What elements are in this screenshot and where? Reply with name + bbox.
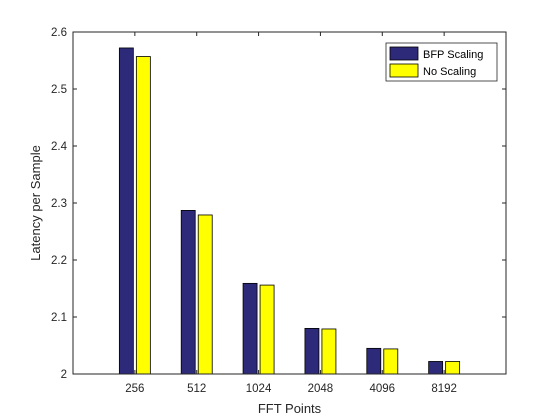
bar-no-scaling-4096: [383, 348, 399, 375]
x-tick-label: 8192: [431, 383, 457, 395]
y-tick-label: 2.6: [51, 27, 67, 39]
x-axis: 256 512 1024 2048 4096 8192: [125, 32, 457, 395]
bar-bfp-scaling-2048: [304, 327, 320, 375]
bar-bfp-scaling-512: [180, 210, 196, 375]
legend-label-bfp-scaling: BFP Scaling: [423, 49, 483, 61]
bar-no-scaling-1024: [259, 284, 275, 375]
y-tick-label: 2.3: [51, 198, 67, 210]
y-tick-label: 2.2: [51, 255, 67, 267]
x-tick-label: 1024: [246, 383, 272, 395]
legend-swatch-bfp-scaling: [389, 46, 419, 61]
bar-no-scaling-256: [135, 56, 151, 375]
x-tick-label: 256: [125, 383, 144, 395]
bar-bfp-scaling-4096: [366, 347, 382, 375]
y-tick-label: 2.5: [51, 84, 67, 96]
bars-group: [118, 47, 461, 375]
x-axis-label: FFT Points: [258, 401, 322, 416]
y-axis: 2 2.1 2.2 2.3 2.4 2.5 2.6: [51, 27, 506, 381]
y-tick-label: 2: [61, 369, 67, 381]
bar-bfp-scaling-8192: [428, 361, 444, 375]
y-tick-label: 2.1: [51, 312, 67, 324]
bar-bfp-scaling-256: [118, 47, 134, 375]
bar-bfp-scaling-1024: [242, 282, 258, 375]
x-tick-label: 512: [187, 383, 206, 395]
y-axis-label: Latency per Sample: [28, 145, 43, 261]
bar-no-scaling-8192: [445, 361, 461, 375]
x-tick-label: 4096: [369, 383, 395, 395]
y-tick-label: 2.4: [51, 141, 68, 153]
bar-no-scaling-512: [197, 214, 213, 375]
legend-swatch-no-scaling: [389, 63, 419, 78]
x-tick-label: 2048: [308, 383, 334, 395]
bar-no-scaling-2048: [321, 328, 337, 375]
legend: BFP Scaling No Scaling: [385, 42, 498, 82]
legend-label-no-scaling: No Scaling: [423, 66, 476, 78]
